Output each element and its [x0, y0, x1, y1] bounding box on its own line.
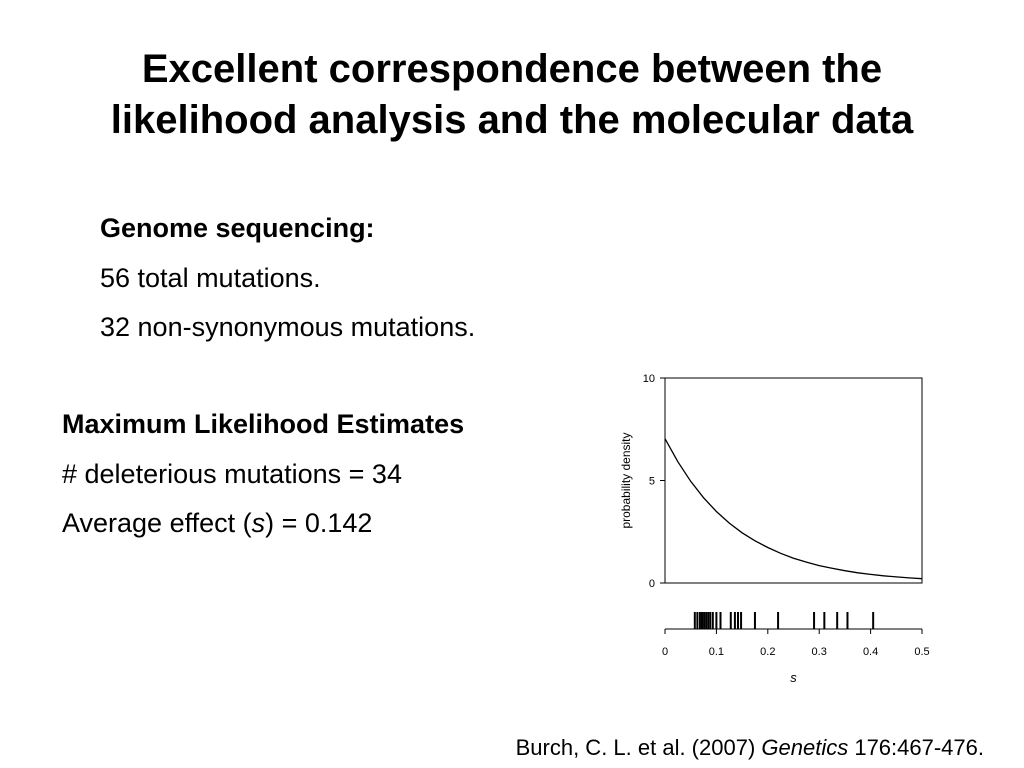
average-effect-prefix: Average effect ( — [62, 508, 252, 538]
deleterious-mutations-text: # deleterious mutations = 34 — [62, 459, 402, 489]
plot-frame — [664, 377, 923, 584]
y-tick-label: 10 — [643, 373, 655, 385]
genome-heading: Genome sequencing: — [100, 213, 375, 243]
average-effect-text: Average effect (s) = 0.142 — [62, 507, 372, 539]
y-axis-label: probability density — [619, 432, 633, 528]
total-mutations-text: 56 total mutations. — [100, 263, 321, 293]
density-curve — [664, 438, 923, 580]
x-tick-label: 0.5 — [914, 646, 929, 658]
y-tick-label: 0 — [649, 578, 655, 590]
slide-title: Excellent correspondence between the lik… — [0, 44, 1024, 146]
x-tick-label: 0.1 — [709, 646, 724, 658]
x-tick-label: 0.2 — [760, 646, 775, 658]
average-effect-suffix: ) = 0.142 — [265, 508, 373, 538]
citation-ref: 176:467-476. — [848, 735, 984, 760]
x-axis-label: s — [790, 670, 797, 685]
citation: Burch, C. L. et al. (2007) Genetics 176:… — [516, 734, 984, 762]
citation-authors: Burch, C. L. et al. (2007) — [515, 735, 762, 760]
citation-journal: Genetics — [761, 735, 849, 760]
x-tick-label: 0 — [662, 646, 668, 658]
y-tick-label: 5 — [649, 476, 655, 488]
x-tick-label: 0.3 — [812, 646, 827, 658]
average-effect-symbol: s — [251, 508, 266, 538]
mle-heading: Maximum Likelihood Estimates — [62, 409, 465, 439]
title-line-2: likelihood analysis and the molecular da… — [110, 98, 914, 142]
title-line-1: Excellent correspondence between the — [141, 47, 883, 91]
nonsynonymous-mutations-text: 32 non-synonymous mutations. — [100, 312, 476, 342]
x-tick-label: 0.4 — [863, 646, 878, 658]
